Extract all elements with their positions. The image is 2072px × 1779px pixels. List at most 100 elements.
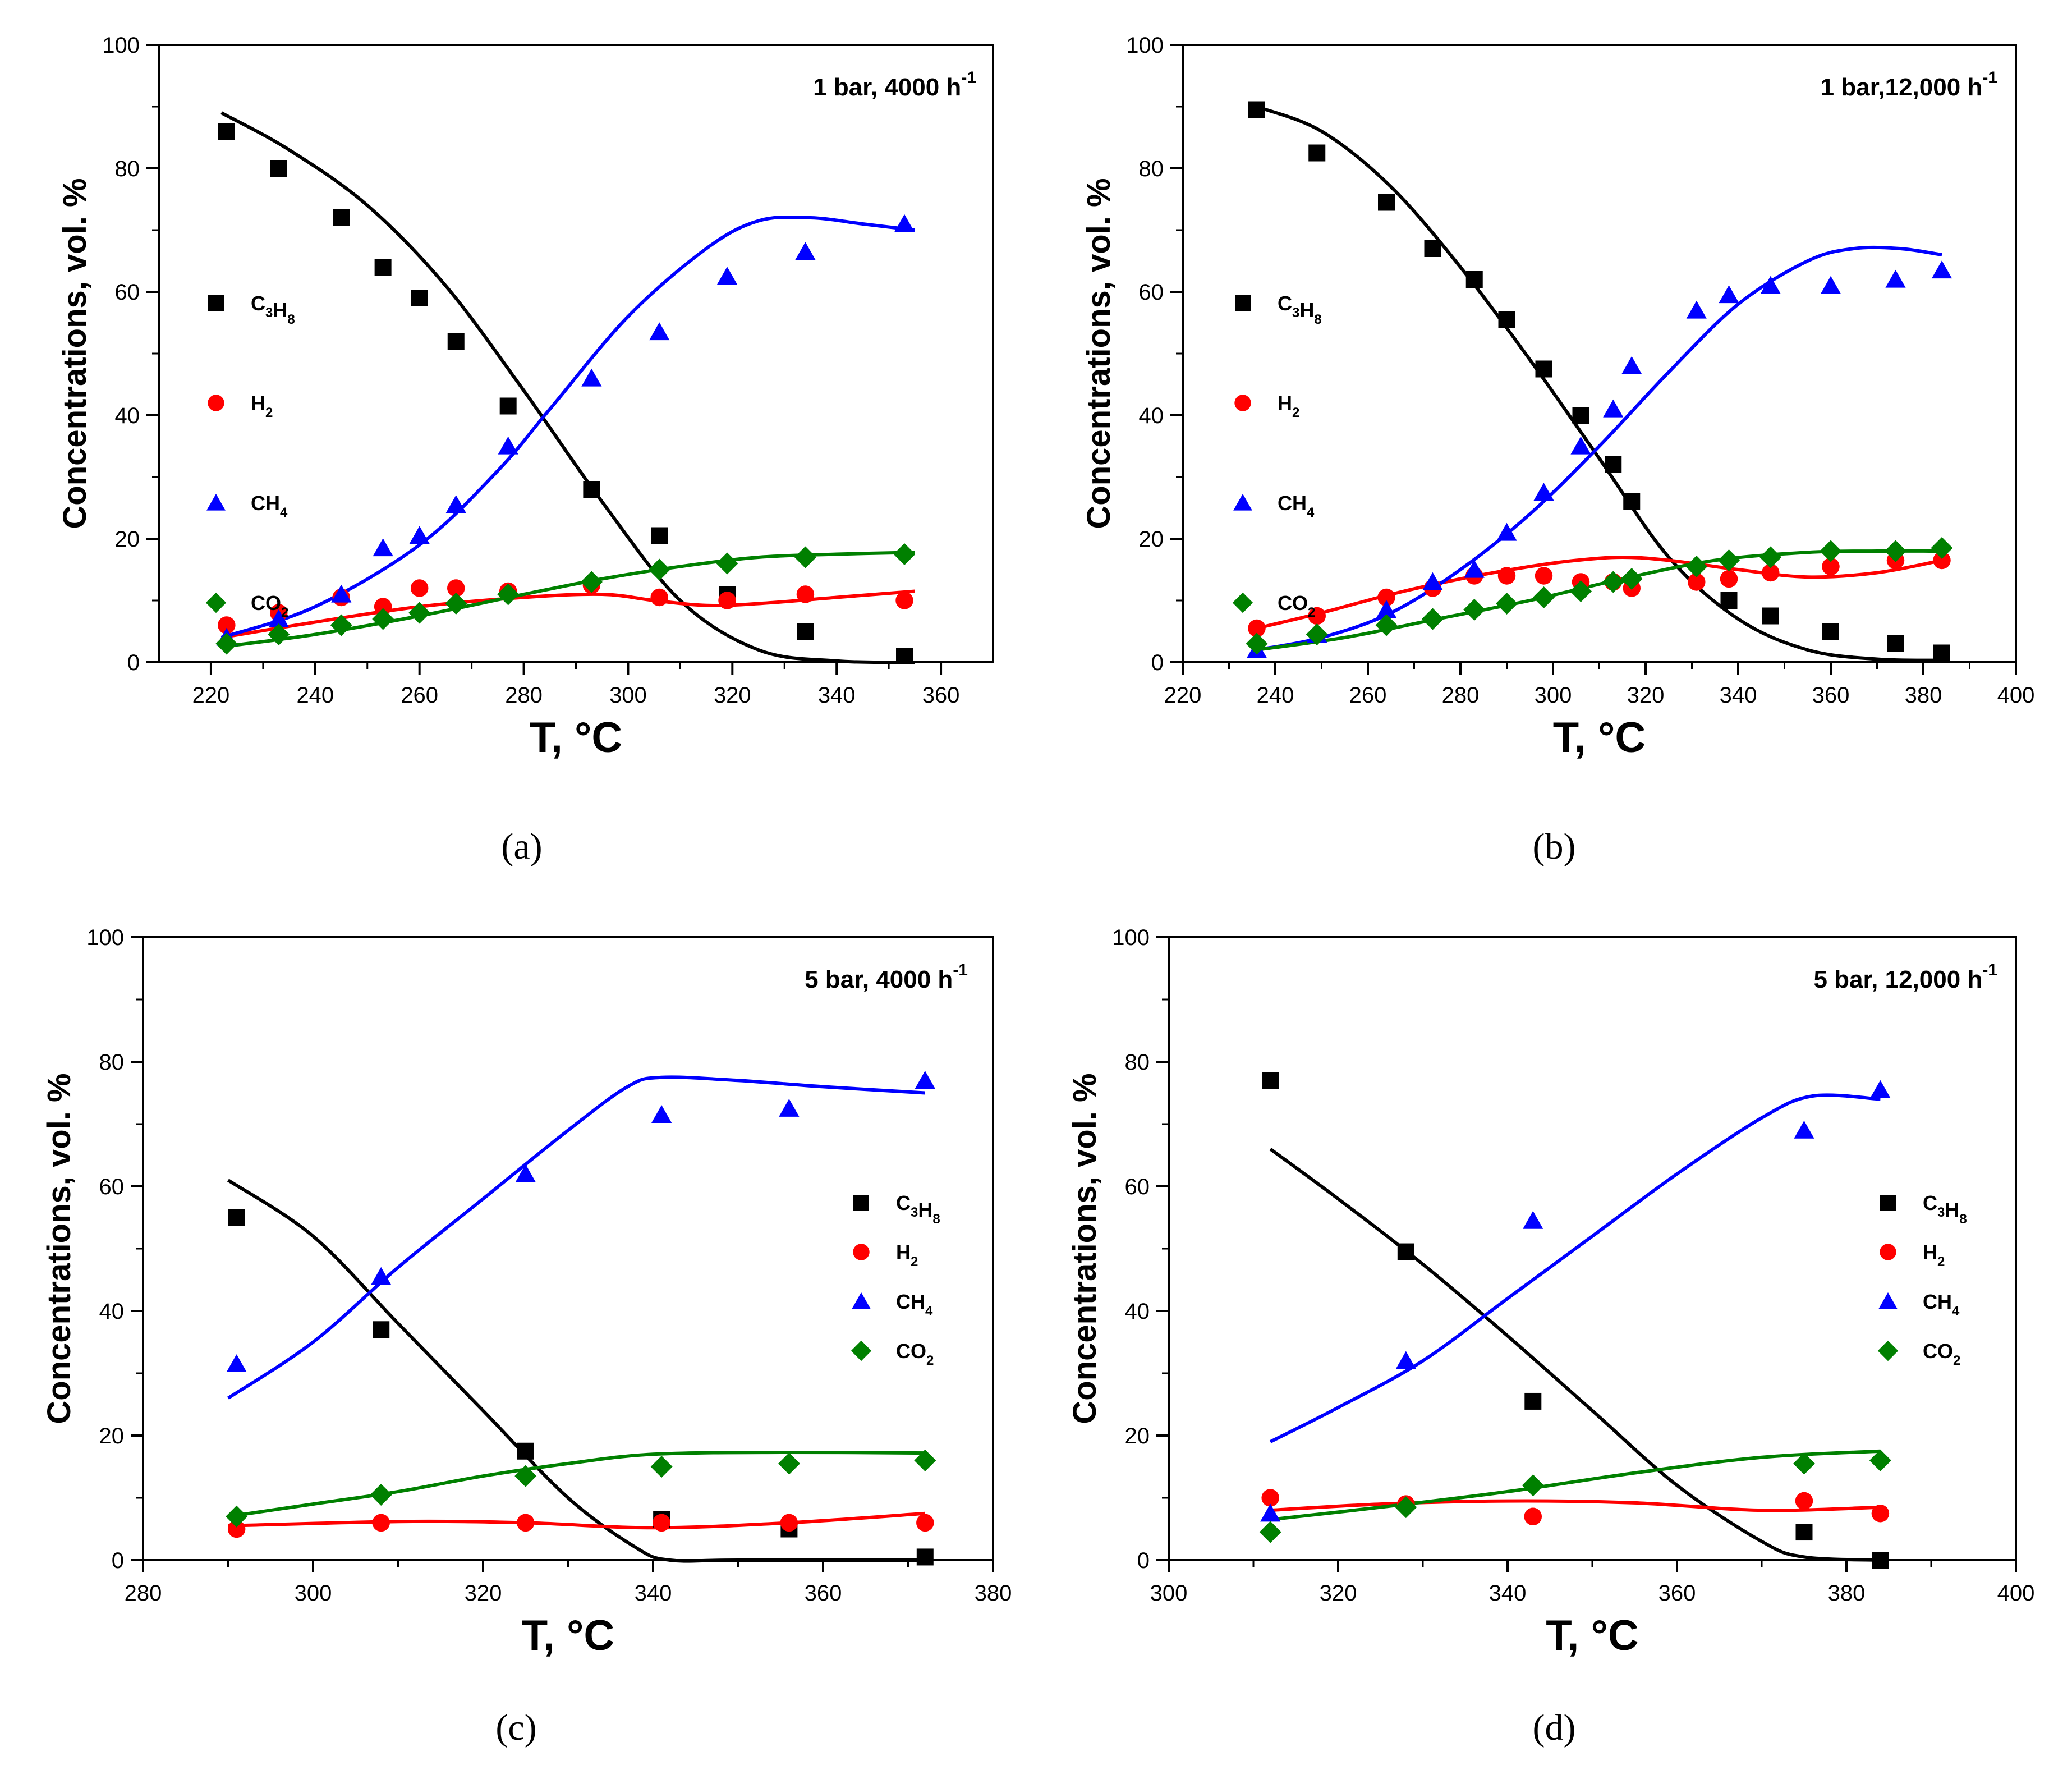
data-point-ch4 <box>1570 436 1591 455</box>
data-point-c3h8 <box>1535 360 1552 378</box>
data-point-co2 <box>1602 571 1624 593</box>
x-tick-label: 360 <box>922 683 960 708</box>
data-point-ch4 <box>1395 1351 1416 1369</box>
data-point-h2 <box>653 1514 670 1532</box>
legend-text-run: CO <box>896 1340 926 1363</box>
y-axis-title: Concentrations, vol. % <box>1081 178 1117 529</box>
fit-curve-h2 <box>228 1511 926 1530</box>
x-tick-label: 320 <box>1320 1581 1357 1606</box>
legend-label-co2: CO2 <box>251 592 288 620</box>
legend-text-run: CO <box>251 592 281 615</box>
data-point-c3h8 <box>333 209 350 226</box>
x-tick-label: 320 <box>714 683 751 708</box>
legend-text-run: H <box>1299 299 1314 322</box>
y-tick-label: 80 <box>1139 157 1164 181</box>
data-point-ch4 <box>1686 300 1707 319</box>
x-tick-label: 300 <box>1535 683 1572 708</box>
legend-label-h2: H2 <box>1923 1241 1945 1269</box>
data-point-c3h8 <box>1887 635 1904 652</box>
data-point-c3h8 <box>1524 1392 1542 1410</box>
y-tick-label: 100 <box>102 33 140 58</box>
y-tick-label: 0 <box>1137 1548 1150 1573</box>
panel-label: (a) <box>501 826 542 867</box>
data-point-h2 <box>1308 607 1326 625</box>
fit-curve-c3h8 <box>220 111 915 664</box>
data-point-co2 <box>893 543 916 565</box>
annotation-superscript: -1 <box>1982 68 1997 87</box>
y-tick-label: 80 <box>99 1050 125 1075</box>
legend-label-c3h8: C3H8 <box>1923 1191 1967 1227</box>
data-point-c3h8 <box>1378 194 1395 211</box>
legend-marker-c3h8 <box>1880 1195 1896 1211</box>
data-point-c3h8 <box>1397 1243 1414 1260</box>
fit-curve-h2 <box>1270 1499 1881 1512</box>
data-point-h2 <box>1248 619 1266 638</box>
data-point-c3h8 <box>1605 456 1622 473</box>
data-point-c3h8 <box>1248 101 1265 118</box>
data-point-ch4 <box>1719 285 1739 304</box>
data-point-ch4 <box>915 1071 935 1089</box>
data-point-co2 <box>215 632 238 655</box>
data-point-co2 <box>1496 593 1518 615</box>
x-tick-label: 340 <box>818 683 856 708</box>
data-point-ch4 <box>1533 483 1554 501</box>
legend-marker-ch4 <box>1878 1292 1898 1309</box>
data-point-h2 <box>374 598 392 616</box>
data-point-co2 <box>226 1505 248 1528</box>
x-tick-label: 280 <box>1442 683 1480 708</box>
legend-text-run: CH <box>1278 492 1307 515</box>
legend-label-ch4: CH4 <box>896 1290 933 1319</box>
legend-text-run: H <box>1278 392 1292 415</box>
data-point-h2 <box>1261 1489 1279 1507</box>
legend-subscript: 8 <box>932 1212 940 1227</box>
legend-subscript: 2 <box>1953 1353 1960 1368</box>
data-point-ch4 <box>1760 276 1781 294</box>
condition-annotation: 5 bar, 4000 h-1 <box>805 961 968 993</box>
legend-subscript: 3 <box>265 305 273 320</box>
data-point-c3h8 <box>411 290 428 306</box>
data-point-h2 <box>1720 570 1738 588</box>
legend-subscript: 2 <box>1937 1254 1945 1269</box>
data-point-ch4 <box>268 609 289 627</box>
y-tick-label: 100 <box>1112 925 1150 950</box>
data-point-co2 <box>648 558 670 581</box>
data-point-c3h8 <box>797 623 814 640</box>
x-tick-label: 320 <box>1627 683 1665 708</box>
x-tick-label: 380 <box>975 1581 1012 1606</box>
fit-curve-ch4 <box>1269 1093 1881 1443</box>
legend-subscript: 2 <box>281 605 288 620</box>
data-point-ch4 <box>331 584 352 603</box>
data-point-c3h8 <box>1262 1072 1279 1089</box>
legend-marker-co2 <box>1232 592 1253 613</box>
panel-label: (c) <box>495 1707 536 1748</box>
chart-panel-0: 220 240 260 280 300 320 340 360 0 20 40 60 80 100 T, °… <box>57 33 994 867</box>
y-tick-label: 100 <box>86 925 124 950</box>
data-point-co2 <box>650 1456 673 1478</box>
fit-curve-co2 <box>228 1450 925 1519</box>
data-point-c3h8 <box>1424 240 1441 257</box>
legend-subscript: 4 <box>925 1304 933 1319</box>
data-point-ch4 <box>373 538 393 557</box>
data-point-h2 <box>1535 567 1553 585</box>
data-point-co2 <box>1533 586 1555 608</box>
legend-text-run: H <box>896 1241 911 1264</box>
legend-label-h2: H2 <box>251 392 273 420</box>
data-point-c3h8 <box>1933 644 1950 662</box>
legend-text-run: CH <box>251 492 280 515</box>
data-point-co2 <box>1885 540 1906 562</box>
x-tick-label: 360 <box>1658 1581 1696 1606</box>
y-tick-label: 0 <box>1151 650 1164 675</box>
data-point-ch4 <box>1794 1120 1814 1139</box>
x-tick-label: 400 <box>1997 1581 2035 1606</box>
data-point-ch4 <box>515 1164 536 1182</box>
data-point-c3h8 <box>374 259 392 276</box>
data-point-co2 <box>580 571 603 593</box>
legend-subscript: 8 <box>287 312 295 327</box>
legend-marker-h2 <box>208 395 224 411</box>
x-tick-label: 240 <box>296 683 334 708</box>
data-point-c3h8 <box>1720 592 1738 609</box>
annotation-superscript: -1 <box>953 961 968 979</box>
data-point-co2 <box>1718 549 1740 571</box>
data-point-co2 <box>370 1483 392 1506</box>
x-axis-title: T, °C <box>1546 1612 1639 1659</box>
